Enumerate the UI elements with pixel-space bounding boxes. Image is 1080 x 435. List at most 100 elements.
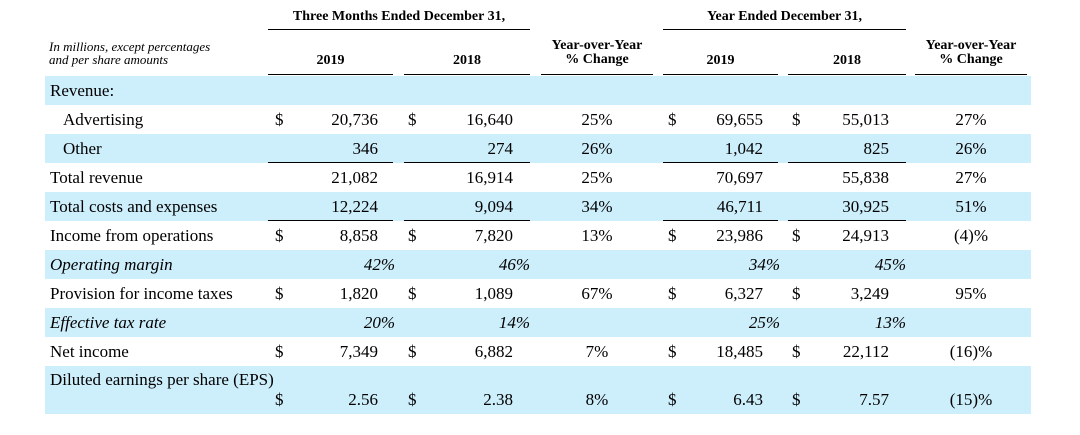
- table-row-diluted-eps: Diluted earnings per share (EPS) $ 2.56 …: [45, 366, 1031, 414]
- col-header-yoy-quarter-rule: [541, 74, 653, 75]
- col-header-yoy-year-line1: Year-over-Year: [925, 38, 1017, 53]
- subtotal-rule: [663, 162, 778, 163]
- table-row-operating-margin: Operating margin 42% 46% 34% 45%: [45, 250, 1031, 279]
- dollar-sign: $: [668, 390, 677, 409]
- value-y2019: 18,485: [716, 342, 763, 361]
- subtotal-rule: [788, 162, 906, 163]
- value-yoy-year: 26%: [955, 139, 987, 158]
- col-header-y2019: 2019: [706, 53, 735, 68]
- value-y2019: 6,327: [724, 284, 763, 303]
- col-header-y2018-rule: [788, 74, 906, 75]
- row-label: Operating margin: [50, 255, 173, 274]
- dollar-sign: $: [668, 284, 677, 303]
- value-y2019: 25%: [748, 313, 780, 332]
- units-note: In millions, except percentages and per …: [49, 40, 210, 66]
- value-q2019: 8,858: [339, 226, 378, 245]
- value-q2018: 9,094: [474, 197, 513, 216]
- value-q2019: 21,082: [331, 168, 378, 187]
- value-y2019: 23,986: [716, 226, 763, 245]
- value-y2018: 55,013: [842, 110, 889, 129]
- dollar-sign: $: [668, 342, 677, 361]
- value-yoy-year: (15)%: [949, 390, 993, 409]
- table-row-net-income: Net income $ 7,349 $ 6,882 7% $ 18,485 $…: [45, 337, 1031, 366]
- value-yoy-quarter: 34%: [581, 197, 613, 216]
- dollar-sign: $: [275, 110, 284, 129]
- dollar-sign: $: [275, 284, 284, 303]
- value-q2018: 16,914: [466, 168, 513, 187]
- col-header-yoy-year: Year-over-Year % Change: [912, 39, 1030, 67]
- value-y2019: 6.43: [733, 390, 763, 409]
- units-note-line2: and per share amounts: [49, 52, 169, 67]
- dollar-sign: $: [792, 226, 801, 245]
- value-yoy-quarter: 8%: [585, 390, 609, 409]
- col-header-yoy-quarter: Year-over-Year % Change: [538, 39, 656, 67]
- value-y2018: 3,249: [850, 284, 889, 303]
- row-label: Effective tax rate: [50, 313, 167, 332]
- dollar-sign: $: [408, 226, 417, 245]
- value-q2018: 6,882: [474, 342, 513, 361]
- value-yoy-year: 27%: [955, 110, 987, 129]
- dollar-sign: $: [275, 390, 284, 409]
- value-yoy-quarter: 26%: [581, 139, 613, 158]
- value-q2019: 42%: [363, 255, 395, 274]
- value-q2019: 2.56: [348, 390, 378, 409]
- dollar-sign: $: [408, 390, 417, 409]
- value-y2019: 69,655: [716, 110, 763, 129]
- table-row-provision-income-taxes: Provision for income taxes $ 1,820 $ 1,0…: [45, 279, 1031, 308]
- dollar-sign: $: [275, 342, 284, 361]
- value-q2018: 14%: [498, 313, 530, 332]
- value-yoy-quarter: 25%: [581, 168, 613, 187]
- value-yoy-quarter: 13%: [581, 226, 613, 245]
- col-header-y2018: 2018: [833, 53, 861, 68]
- value-yoy-quarter: 67%: [581, 284, 613, 303]
- value-q2019: 12,224: [331, 197, 378, 216]
- value-q2019: 1,820: [339, 284, 378, 303]
- col-header-yoy-year-rule: [915, 74, 1027, 75]
- value-y2018: 55,838: [842, 168, 889, 187]
- value-y2018: 22,112: [842, 342, 889, 361]
- subtotal-rule: [268, 220, 393, 221]
- value-y2019: 46,711: [716, 197, 763, 216]
- value-q2019: 20%: [363, 313, 395, 332]
- value-q2018: 7,820: [474, 226, 513, 245]
- table-row-total-costs: Total costs and expenses 12,224 9,094 34…: [45, 192, 1031, 221]
- value-q2018: 2.38: [483, 390, 513, 409]
- table-row-income-from-operations: Income from operations $ 8,858 $ 7,820 1…: [45, 221, 1031, 250]
- row-label: Income from operations: [50, 226, 214, 245]
- value-y2018: 13%: [874, 313, 906, 332]
- col-header-q2018: 2018: [453, 53, 481, 68]
- group-header-three-months-rule: [268, 29, 530, 30]
- value-yoy-year: 51%: [955, 197, 987, 216]
- table-row-revenue: Revenue:: [45, 76, 1031, 105]
- value-q2019: 20,736: [331, 110, 378, 129]
- dollar-sign: $: [792, 284, 801, 303]
- value-yoy-year: (16)%: [949, 342, 993, 361]
- row-label: Advertising: [63, 110, 144, 129]
- table-row-other: Other 346 274 26% 1,042 825 26%: [45, 134, 1031, 163]
- col-header-q2019: 2019: [316, 53, 345, 68]
- row-label: Provision for income taxes: [50, 284, 233, 303]
- value-y2018: 825: [863, 139, 890, 158]
- subtotal-rule: [268, 162, 393, 163]
- dollar-sign: $: [668, 110, 677, 129]
- value-q2019: 346: [352, 139, 379, 158]
- value-q2018: 46%: [498, 255, 530, 274]
- col-header-yoy-quarter-line2: % Change: [565, 52, 629, 67]
- group-header-year: Year Ended December 31,: [706, 9, 863, 24]
- col-header-q2019-rule: [268, 74, 393, 75]
- value-q2018: 16,640: [466, 110, 513, 129]
- value-y2019: 34%: [748, 255, 780, 274]
- group-header-three-months: Three Months Ended December 31,: [292, 9, 506, 24]
- value-yoy-year: 27%: [955, 168, 987, 187]
- value-y2019: 70,697: [716, 168, 763, 187]
- dollar-sign: $: [408, 110, 417, 129]
- row-label: Net income: [50, 342, 129, 361]
- dollar-sign: $: [408, 342, 417, 361]
- table-row-total-revenue: Total revenue 21,082 16,914 25% 70,697 5…: [45, 163, 1031, 192]
- dollar-sign: $: [408, 284, 417, 303]
- value-yoy-year: (4)%: [954, 226, 988, 245]
- dollar-sign: $: [792, 342, 801, 361]
- value-y2018: 7.57: [859, 390, 889, 409]
- row-label: Total costs and expenses: [50, 197, 218, 216]
- dollar-sign: $: [792, 110, 801, 129]
